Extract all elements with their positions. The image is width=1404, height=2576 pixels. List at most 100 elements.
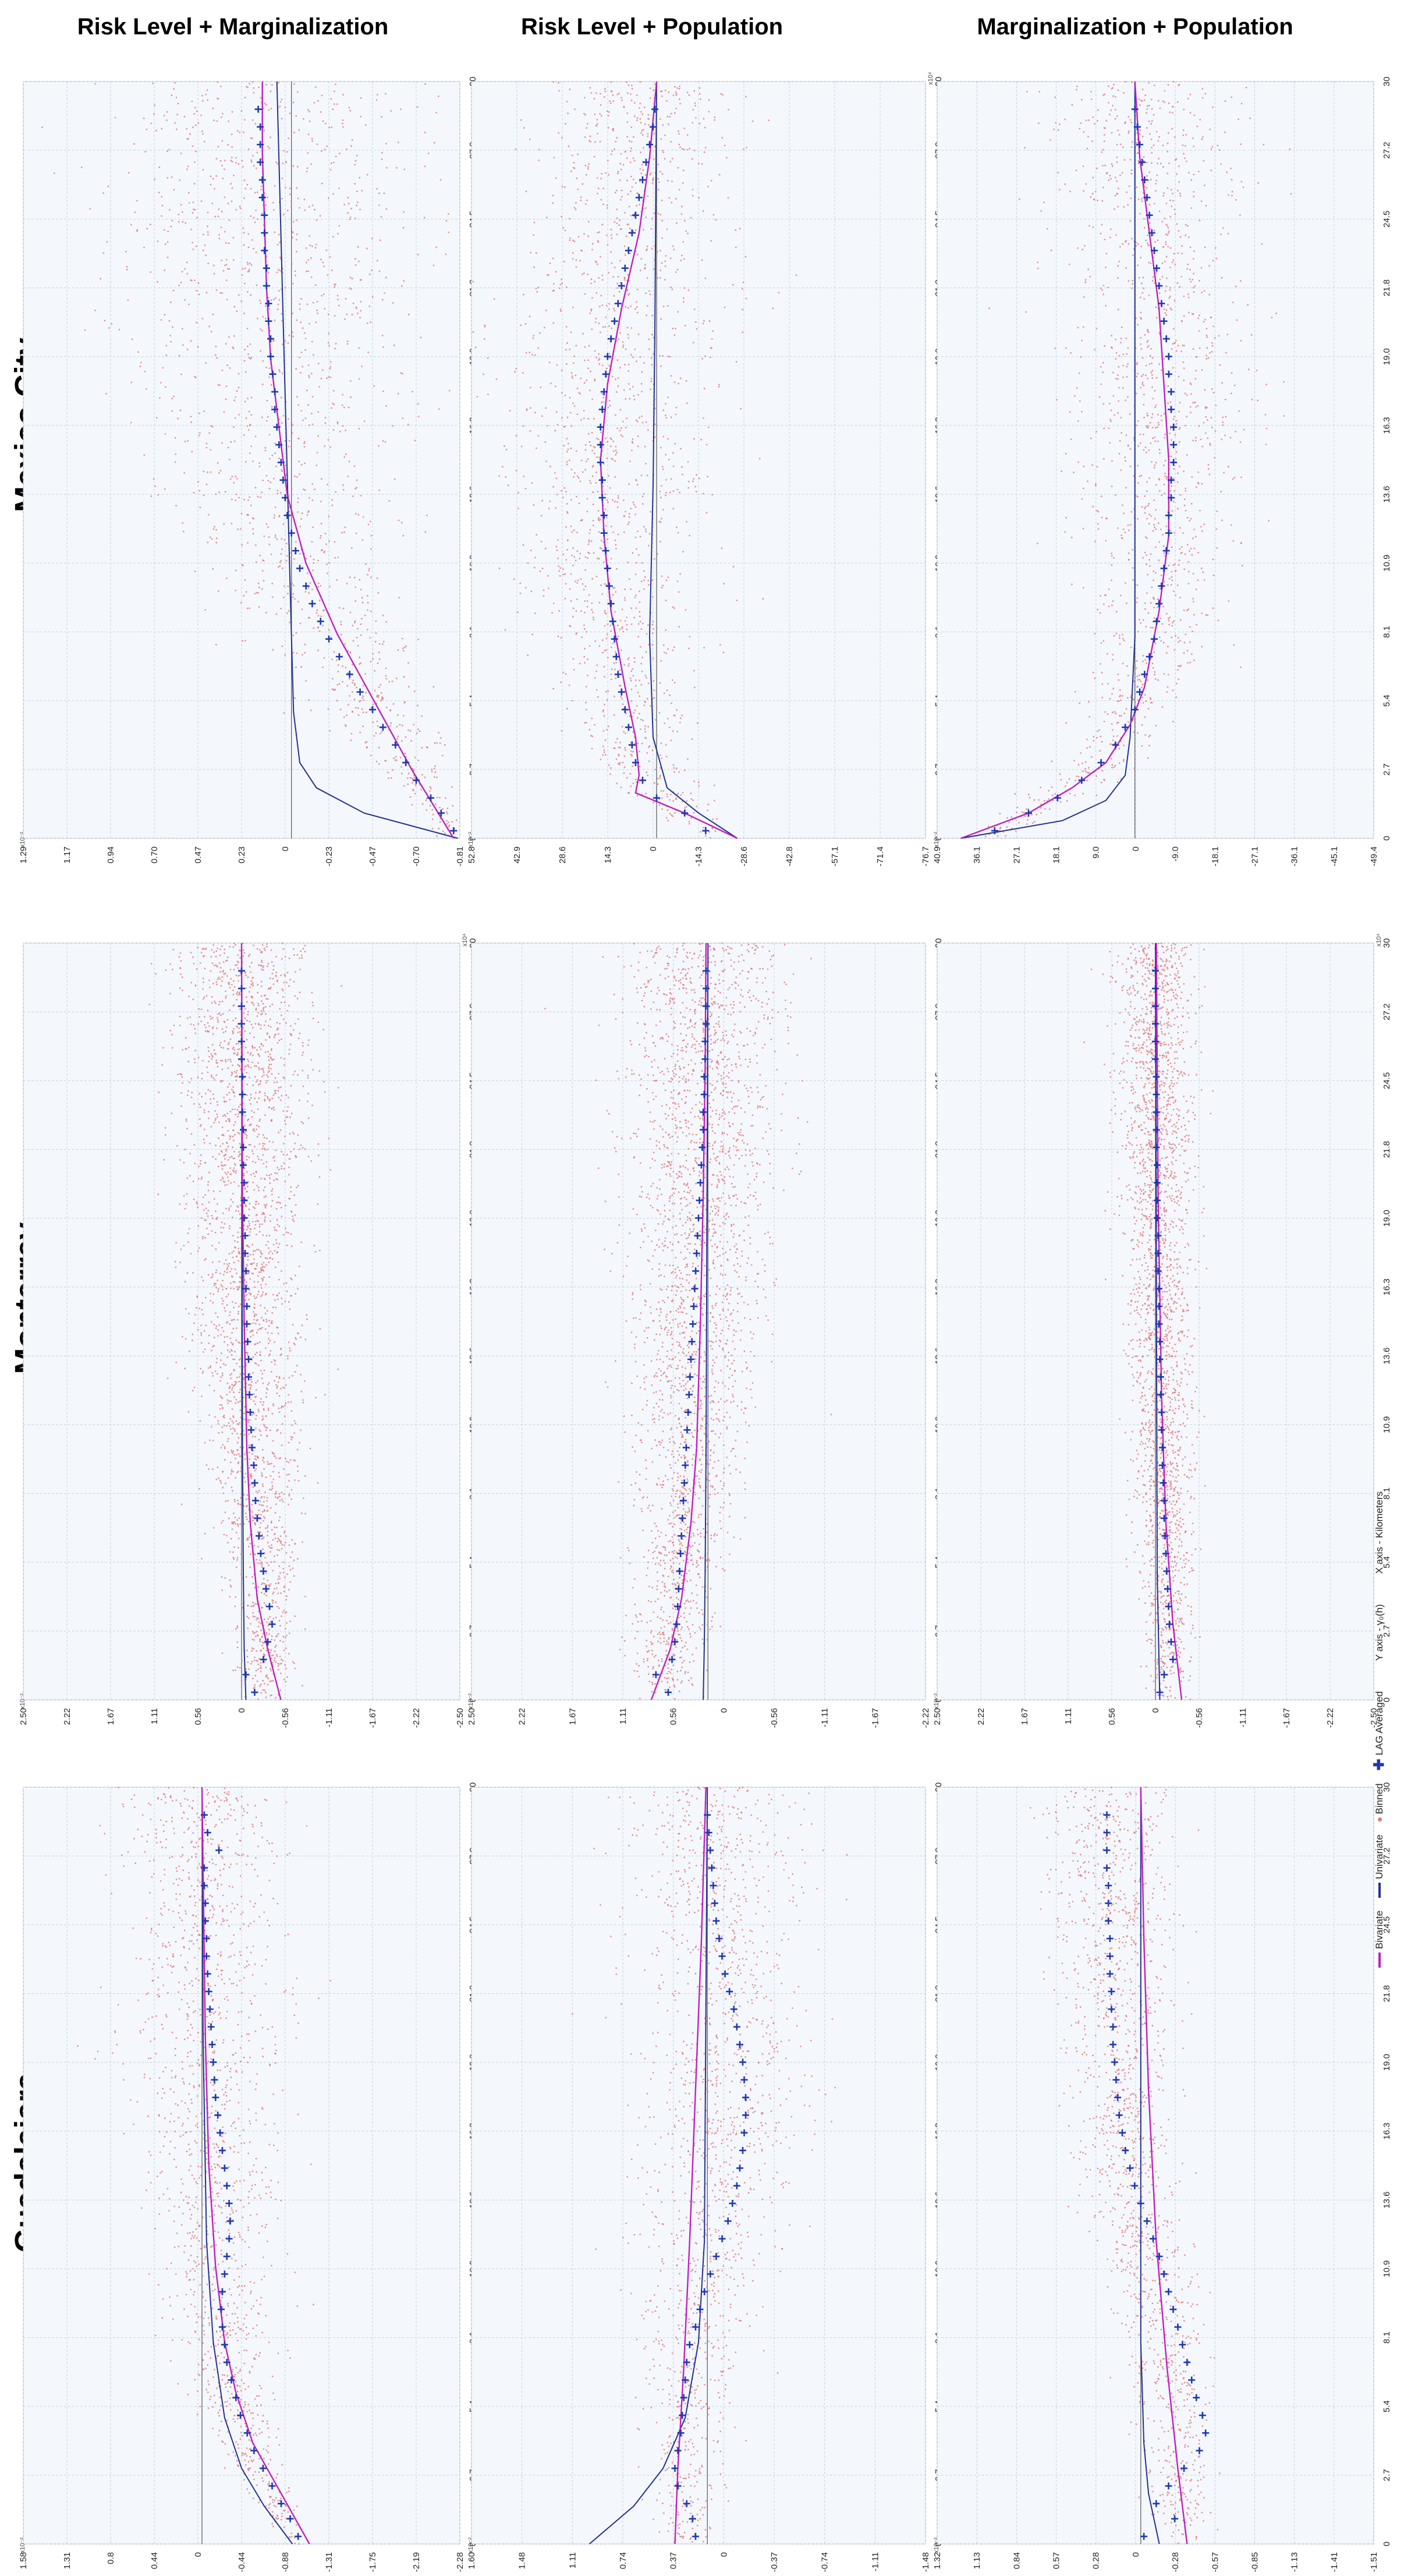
y-tick-label: -0.23 bbox=[324, 846, 334, 866]
binned-point bbox=[225, 343, 227, 345]
binned-point bbox=[1151, 701, 1153, 704]
binned-point bbox=[229, 1111, 232, 1112]
binned-point bbox=[348, 203, 350, 205]
binned-point bbox=[594, 378, 596, 380]
binned-point bbox=[1115, 234, 1117, 236]
binned-point bbox=[639, 356, 641, 358]
binned-point bbox=[274, 514, 275, 516]
binned-point bbox=[1101, 151, 1103, 153]
binned-point bbox=[604, 650, 606, 651]
binned-point bbox=[247, 271, 249, 273]
binned-point bbox=[682, 473, 683, 476]
binned-point bbox=[623, 499, 625, 501]
binned-point bbox=[1031, 822, 1034, 824]
binned-point bbox=[186, 168, 188, 171]
binned-point bbox=[1059, 189, 1061, 191]
binned-point bbox=[230, 160, 232, 162]
binned-point bbox=[260, 350, 261, 352]
binned-point bbox=[1204, 318, 1206, 321]
binned-point bbox=[591, 449, 593, 452]
binned-point bbox=[527, 562, 529, 564]
binned-point bbox=[1152, 530, 1154, 532]
binned-point bbox=[255, 210, 257, 211]
lag-cross bbox=[427, 794, 434, 802]
binned-point bbox=[1162, 545, 1165, 547]
binned-point bbox=[565, 325, 568, 328]
binned-point bbox=[424, 165, 426, 168]
binned-point bbox=[1157, 679, 1160, 681]
binned-point bbox=[349, 109, 352, 112]
binned-point bbox=[498, 567, 501, 569]
binned-point bbox=[1024, 147, 1026, 149]
binned-point bbox=[632, 668, 634, 670]
binned-point bbox=[1033, 799, 1036, 801]
binned-point bbox=[228, 1041, 230, 1044]
binned-point bbox=[647, 725, 649, 728]
binned-point bbox=[1108, 605, 1110, 607]
binned-point bbox=[590, 310, 592, 312]
binned-point bbox=[641, 421, 644, 424]
binned-point bbox=[710, 347, 712, 349]
binned-point bbox=[701, 163, 703, 165]
binned-point bbox=[1247, 304, 1249, 306]
binned-point bbox=[709, 837, 711, 839]
binned-point bbox=[254, 221, 256, 224]
binned-point bbox=[1117, 89, 1119, 91]
binned-point bbox=[221, 1028, 224, 1030]
binned-point bbox=[586, 600, 588, 602]
binned-point bbox=[1192, 597, 1194, 600]
binned-point bbox=[1158, 598, 1160, 601]
binned-point bbox=[1145, 700, 1147, 702]
binned-point bbox=[555, 507, 557, 509]
binned-point bbox=[237, 1064, 239, 1066]
binned-point bbox=[299, 526, 302, 527]
binned-point bbox=[267, 526, 269, 528]
binned-point bbox=[647, 545, 650, 547]
binned-point bbox=[664, 158, 666, 160]
binned-point bbox=[637, 742, 639, 745]
binned-point bbox=[611, 458, 613, 460]
binned-point bbox=[1040, 807, 1042, 809]
binned-point bbox=[338, 607, 341, 609]
binned-point bbox=[610, 445, 612, 448]
binned-point bbox=[197, 282, 200, 284]
binned-point bbox=[1091, 140, 1093, 143]
binned-point bbox=[431, 771, 433, 773]
binned-point bbox=[639, 204, 640, 205]
binned-point bbox=[703, 118, 705, 120]
binned-point bbox=[582, 583, 584, 585]
binned-point bbox=[300, 1241, 303, 1243]
binned-point bbox=[564, 573, 566, 575]
binned-point bbox=[1141, 200, 1143, 202]
binned-point bbox=[601, 593, 603, 595]
binned-point bbox=[312, 569, 314, 571]
binned-point bbox=[634, 573, 637, 575]
binned-point bbox=[295, 666, 297, 668]
binned-point bbox=[139, 365, 141, 367]
binned-point bbox=[611, 234, 612, 236]
binned-point bbox=[1140, 474, 1143, 477]
binned-point bbox=[1122, 662, 1124, 665]
binned-point bbox=[583, 272, 585, 274]
binned-point bbox=[684, 807, 686, 809]
binned-point bbox=[1164, 101, 1165, 103]
binned-point bbox=[1197, 471, 1199, 473]
binned-point bbox=[396, 738, 399, 740]
binned-point bbox=[1119, 643, 1121, 645]
lag-averaged-points bbox=[991, 105, 1178, 834]
binned-point bbox=[1185, 509, 1187, 512]
binned-point bbox=[247, 499, 249, 501]
binned-point bbox=[329, 256, 331, 258]
binned-point bbox=[1076, 387, 1078, 389]
binned-point bbox=[574, 472, 576, 474]
binned-point bbox=[400, 773, 403, 775]
binned-point bbox=[1111, 165, 1114, 167]
binned-point bbox=[529, 139, 531, 140]
binned-point bbox=[290, 298, 293, 300]
binned-point bbox=[621, 628, 623, 629]
binned-point bbox=[1160, 640, 1162, 642]
binned-point bbox=[509, 409, 511, 412]
binned-point bbox=[588, 594, 590, 596]
binned-point bbox=[189, 133, 191, 135]
binned-point bbox=[701, 259, 703, 261]
